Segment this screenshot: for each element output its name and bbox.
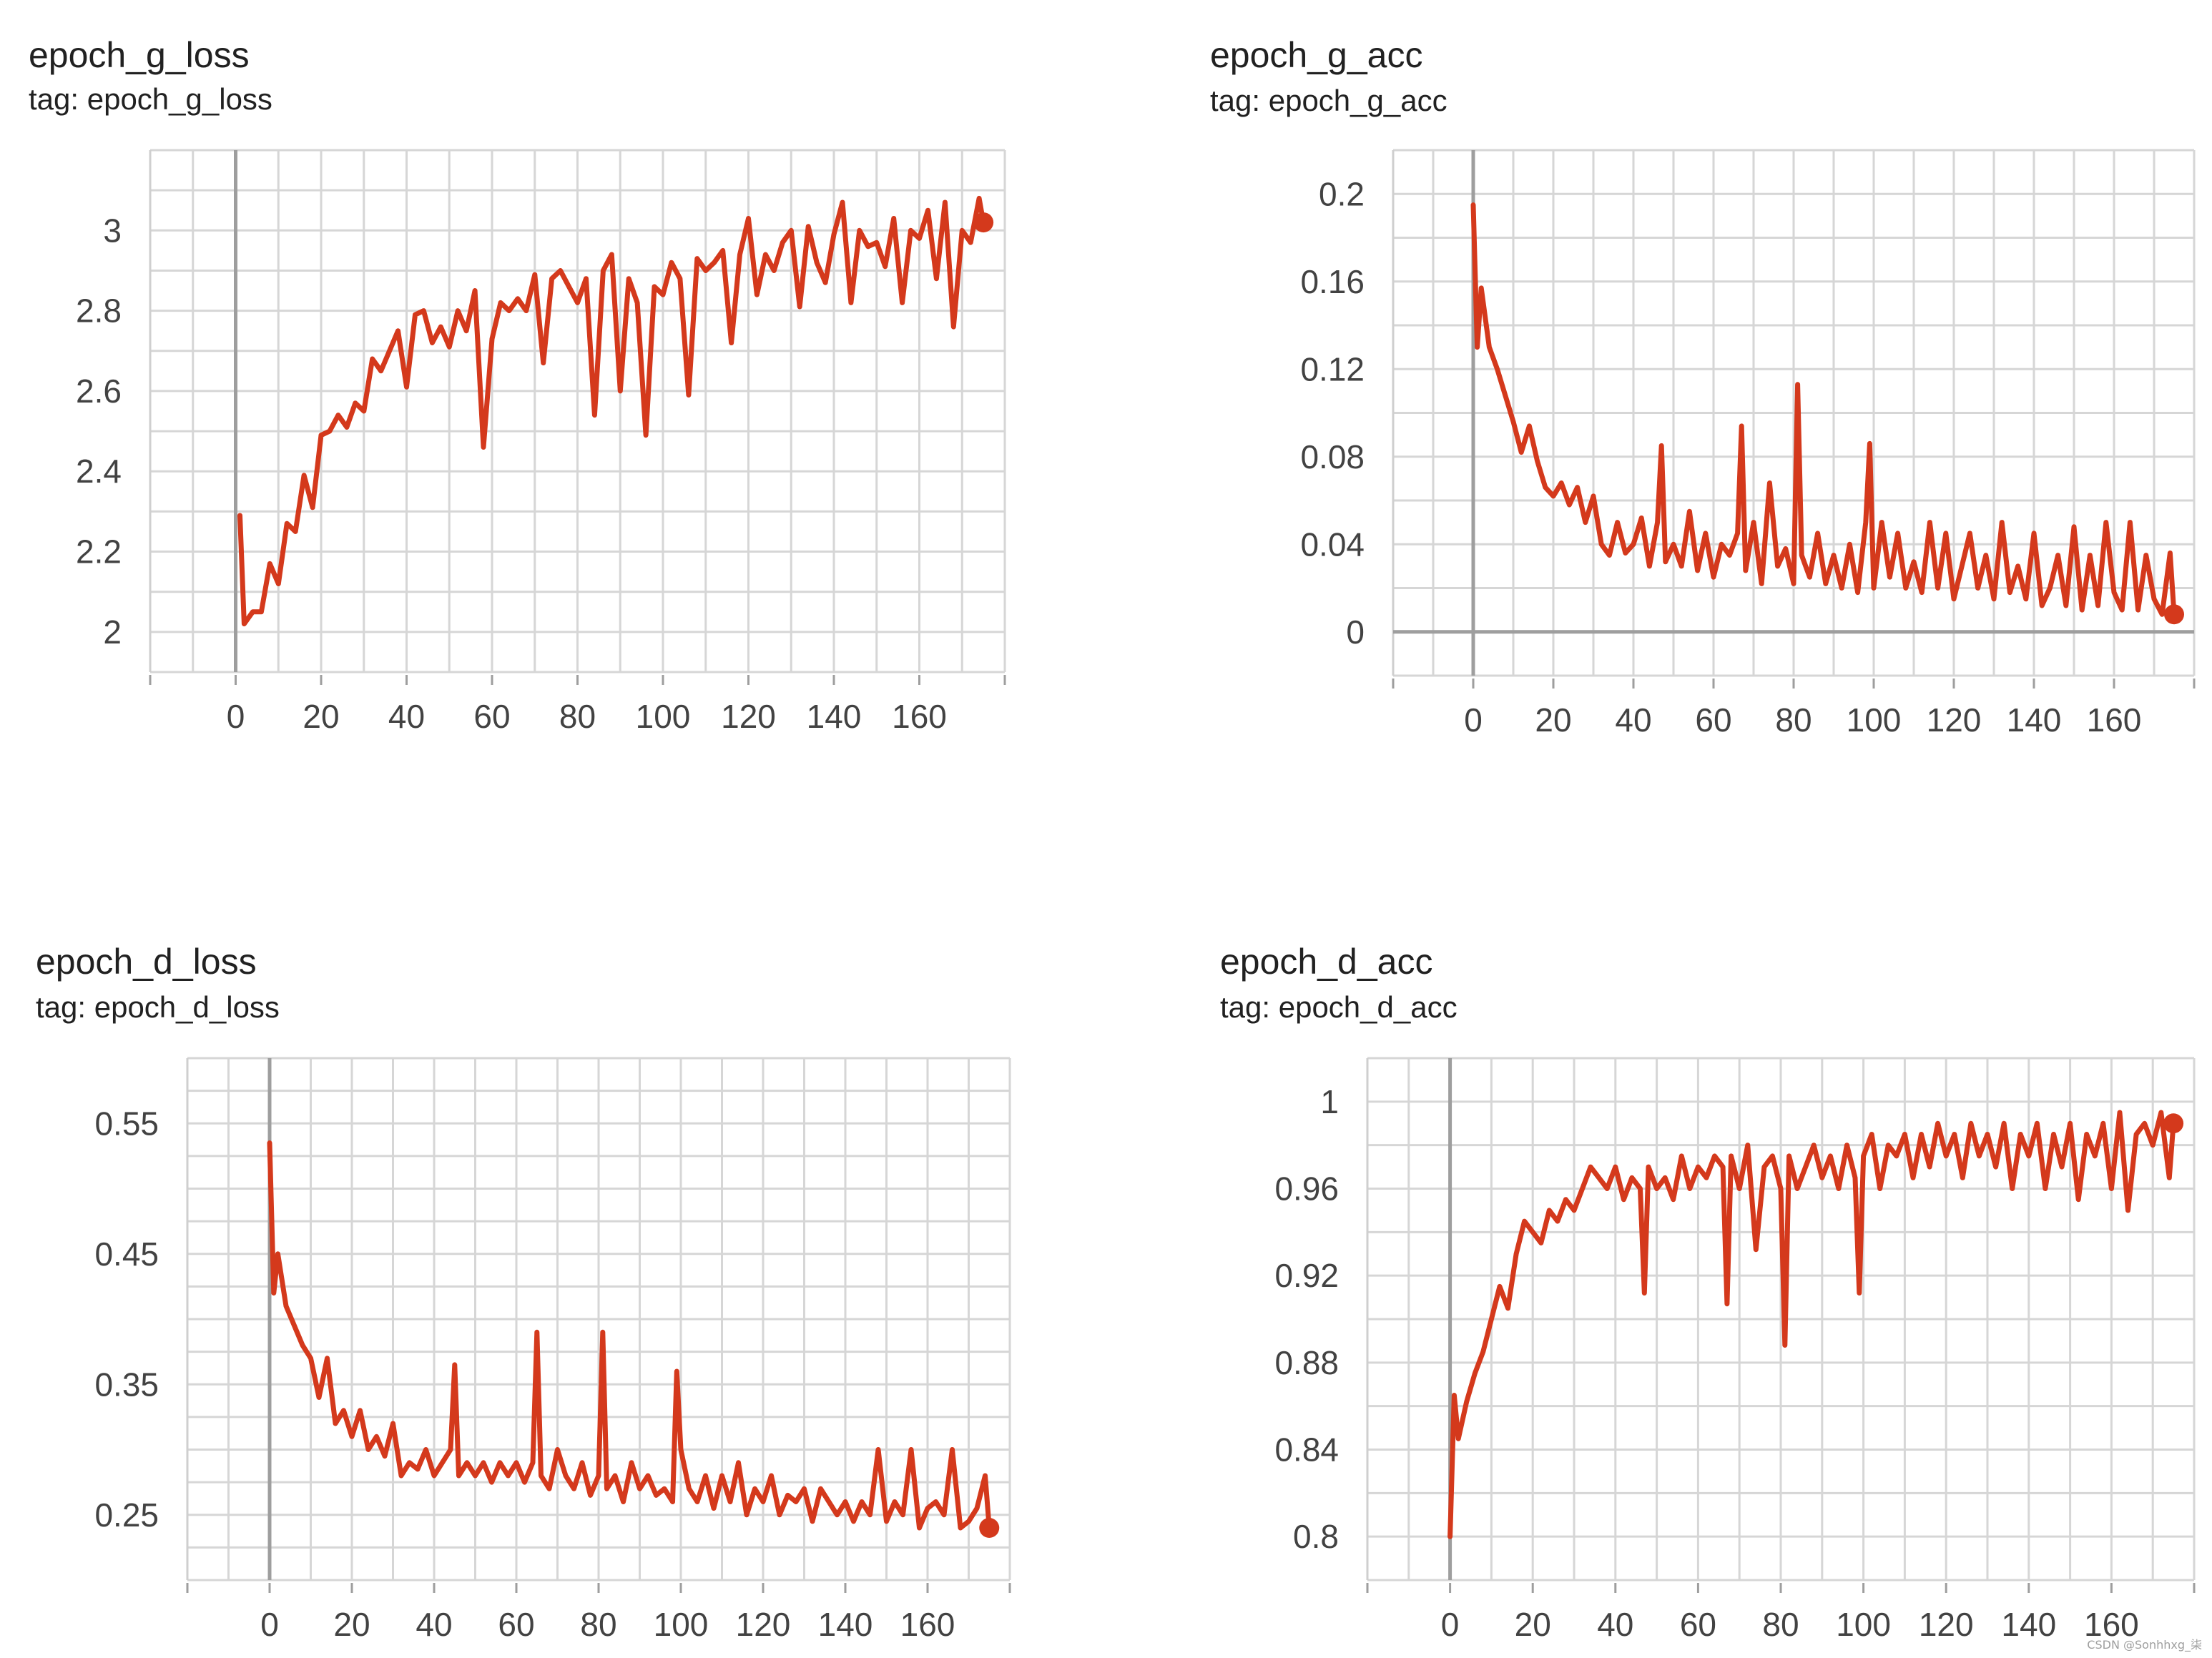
series-end-point[interactable] — [973, 212, 994, 233]
chart-title: epoch_d_acc — [1220, 942, 1433, 982]
x-tick-label: 40 — [388, 698, 425, 735]
chart-title: epoch_g_loss — [29, 35, 250, 75]
chart-title: epoch_g_acc — [1210, 35, 1423, 75]
series-end-point[interactable] — [979, 1518, 1000, 1538]
x-tick-label: 100 — [654, 1606, 709, 1643]
x-tick-label: 0 — [1441, 1606, 1460, 1643]
x-tick-label: 20 — [1515, 1606, 1551, 1643]
y-tick-label: 0.08 — [1300, 438, 1365, 475]
x-tick-label: 60 — [1680, 1606, 1716, 1643]
y-tick-label: 0.8 — [1293, 1518, 1339, 1555]
x-tick-label: 20 — [1535, 701, 1571, 739]
x-tick-label: 160 — [892, 698, 947, 735]
x-tick-label: 0 — [260, 1606, 279, 1643]
x-tick-label: 0 — [227, 698, 245, 735]
series-end-point[interactable] — [2163, 1113, 2184, 1134]
series-line — [237, 195, 986, 627]
x-tick-label: 140 — [818, 1606, 873, 1643]
chart-tag: tag: epoch_d_acc — [1220, 990, 1458, 1024]
y-tick-label: 2.8 — [76, 292, 122, 330]
plot-area: 0 20 40 60 80 100 120 140 160 0 0.04 0.08 0.12 0.16 0.… — [1300, 149, 2196, 739]
y-tick-label: 0.16 — [1300, 263, 1365, 300]
x-tick-label: 140 — [2001, 1606, 2056, 1643]
y-tick-label: 0.96 — [1274, 1170, 1339, 1208]
y-tick-label: 1 — [1320, 1083, 1339, 1120]
y-tick-label: 2 — [103, 613, 122, 651]
y-tick-label: 0 — [1346, 613, 1365, 651]
x-tick-label: 120 — [1919, 1606, 1974, 1643]
series-line — [1447, 1110, 2176, 1539]
x-tick-label: 140 — [807, 698, 862, 735]
y-tick-label: 3 — [103, 212, 122, 249]
y-tick-label: 0.55 — [94, 1105, 159, 1142]
chart-title: epoch_d_loss — [36, 942, 257, 982]
series-line — [1470, 202, 2177, 617]
y-tick-label: 0.84 — [1274, 1431, 1339, 1469]
series-end-point[interactable] — [2164, 604, 2184, 625]
y-tick-label: 2.6 — [76, 372, 122, 410]
plot-area: 0 20 40 60 80 100 120 140 160 2 2.2 2.4 2.6 2.8 3 — [76, 149, 1006, 735]
x-tick-label: 20 — [303, 698, 339, 735]
y-tick-label: 0.35 — [94, 1366, 159, 1403]
x-tick-label: 40 — [1615, 701, 1651, 739]
series-line — [267, 1140, 992, 1531]
x-tick-label: 80 — [559, 698, 596, 735]
x-tick-label: 100 — [636, 698, 691, 735]
x-tick-label: 100 — [1847, 701, 1902, 739]
plot-area: 0 20 40 60 80 100 120 140 160 0.8 0.84 0.88 0.92 0.96… — [1274, 1057, 2196, 1643]
y-tick-label: 0.92 — [1274, 1257, 1339, 1294]
x-tick-label: 40 — [416, 1606, 452, 1643]
x-tick-label: 20 — [333, 1606, 370, 1643]
x-tick-label: 120 — [721, 698, 776, 735]
y-tick-label: 0.04 — [1300, 525, 1365, 563]
chart-tag: tag: epoch_d_loss — [36, 990, 280, 1024]
plot-area: 0 20 40 60 80 100 120 140 160 0.25 0.35 0.45 0.55 — [94, 1057, 1011, 1643]
x-tick-label: 80 — [1775, 701, 1812, 739]
x-tick-label: 60 — [498, 1606, 534, 1643]
y-tick-label: 0.45 — [94, 1235, 159, 1273]
watermark: CSDN @Sonhhxg_柒 — [2087, 1638, 2202, 1652]
x-tick-label: 40 — [1597, 1606, 1633, 1643]
x-tick-label: 80 — [1762, 1606, 1799, 1643]
x-tick-label: 160 — [900, 1606, 955, 1643]
x-tick-label: 160 — [2087, 701, 2142, 739]
x-tick-label: 120 — [1927, 701, 1982, 739]
x-tick-label: 120 — [736, 1606, 791, 1643]
y-tick-label: 0.12 — [1300, 350, 1365, 388]
chart-tag: tag: epoch_g_acc — [1210, 84, 1447, 117]
y-tick-label: 0.2 — [1319, 175, 1365, 212]
y-tick-label: 0.25 — [94, 1496, 159, 1534]
chart-tag: tag: epoch_g_loss — [29, 82, 272, 116]
x-tick-label: 100 — [1836, 1606, 1891, 1643]
y-tick-label: 2.4 — [76, 453, 122, 490]
y-tick-label: 0.88 — [1274, 1344, 1339, 1381]
y-tick-label: 2.2 — [76, 533, 122, 571]
x-tick-label: 60 — [473, 698, 510, 735]
x-tick-label: 160 — [2084, 1606, 2139, 1643]
x-tick-label: 80 — [580, 1606, 616, 1643]
x-tick-label: 0 — [1464, 701, 1483, 739]
x-tick-label: 60 — [1695, 701, 1731, 739]
x-tick-label: 140 — [2007, 701, 2062, 739]
